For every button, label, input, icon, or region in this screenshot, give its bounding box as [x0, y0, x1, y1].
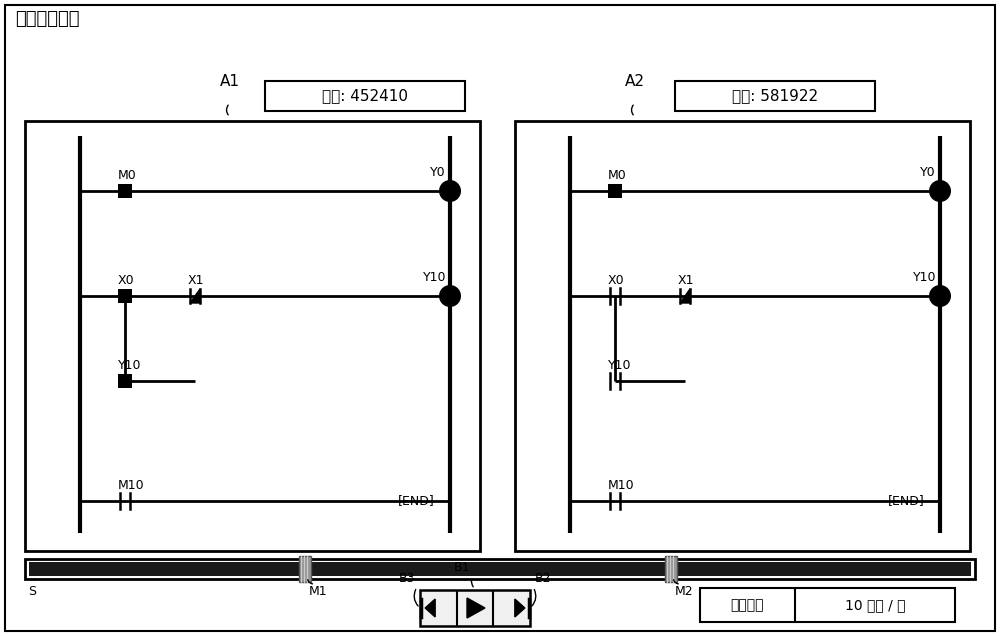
Polygon shape	[515, 599, 525, 617]
Polygon shape	[467, 598, 485, 618]
Text: 播放速度: 播放速度	[730, 598, 764, 612]
Bar	[25, 559, 975, 579]
Circle shape	[439, 285, 461, 307]
Text: X1: X1	[678, 274, 694, 287]
Text: M2: M2	[675, 585, 694, 598]
Bar	[675, 81, 875, 111]
Circle shape	[929, 180, 951, 202]
Polygon shape	[680, 289, 690, 303]
Text: M0: M0	[608, 169, 627, 182]
Bar	[665, 556, 677, 582]
Circle shape	[929, 285, 951, 307]
Text: Y0: Y0	[920, 166, 936, 179]
Text: [END]: [END]	[398, 495, 435, 508]
Text: M10: M10	[608, 479, 635, 492]
Polygon shape	[190, 289, 200, 303]
Text: A2: A2	[625, 74, 645, 89]
Text: M10: M10	[118, 479, 145, 492]
Text: 事件播放画面: 事件播放画面	[15, 10, 80, 28]
Text: X1: X1	[188, 274, 205, 287]
Polygon shape	[425, 599, 435, 617]
Text: Y10: Y10	[422, 271, 446, 284]
Text: X0: X0	[608, 274, 625, 287]
Bar	[29, 562, 971, 576]
Bar	[420, 590, 530, 626]
Text: Y10: Y10	[912, 271, 936, 284]
Circle shape	[439, 180, 461, 202]
Bar	[608, 184, 622, 198]
Bar	[700, 588, 955, 622]
Text: 索引: 452410: 索引: 452410	[322, 88, 408, 104]
Bar	[265, 81, 465, 111]
Bar	[118, 289, 132, 303]
Text: [END]: [END]	[888, 495, 925, 508]
Text: B3: B3	[398, 572, 415, 585]
Bar	[299, 556, 311, 582]
Text: X0: X0	[118, 274, 135, 287]
Text: Y10: Y10	[118, 359, 142, 372]
Text: M0: M0	[118, 169, 137, 182]
Text: B2: B2	[535, 572, 552, 585]
Text: Y10: Y10	[608, 359, 632, 372]
Text: S: S	[28, 585, 36, 598]
Text: B1: B1	[454, 561, 470, 574]
Text: 索引: 581922: 索引: 581922	[732, 88, 818, 104]
Bar	[118, 374, 132, 388]
Text: 10 索引 / 秒: 10 索引 / 秒	[845, 598, 905, 612]
Bar	[515, 121, 970, 551]
Text: Y0: Y0	[430, 166, 446, 179]
Text: A1: A1	[220, 74, 240, 89]
Bar	[25, 121, 480, 551]
Text: M1: M1	[309, 585, 328, 598]
Bar	[118, 184, 132, 198]
